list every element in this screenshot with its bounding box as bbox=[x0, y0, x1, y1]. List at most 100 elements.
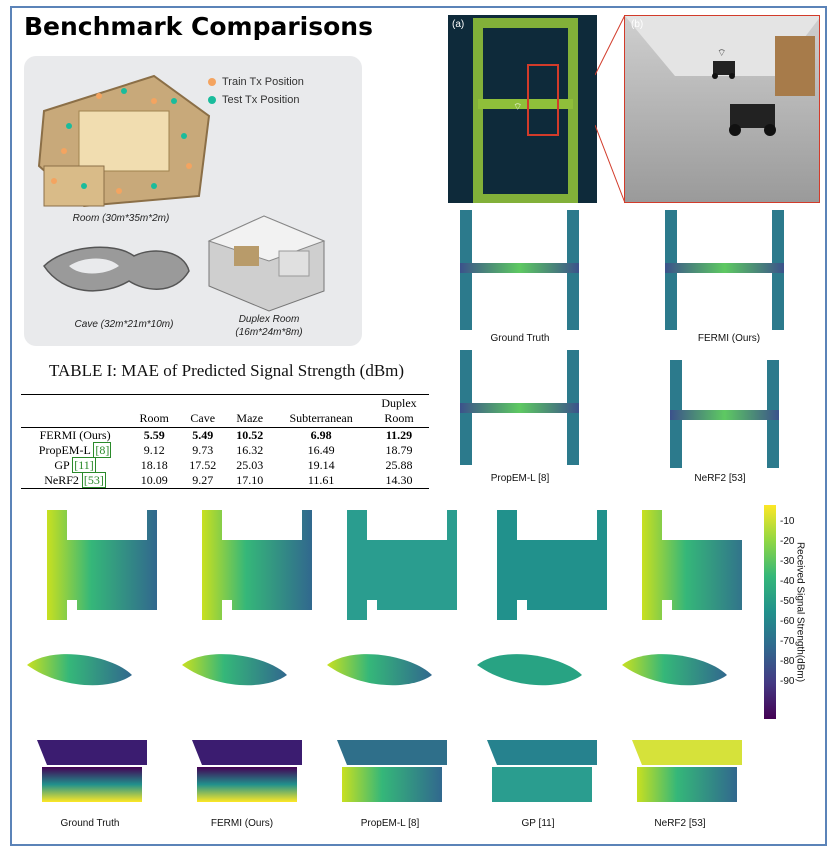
colorbar bbox=[764, 505, 776, 719]
table-row: PropEM-L [8] 9.12 9.73 16.32 16.49 18.79 bbox=[21, 442, 429, 458]
map-grid bbox=[460, 210, 784, 468]
header-cave: Cave bbox=[179, 394, 227, 428]
colorbar-tick: -90 bbox=[780, 676, 795, 687]
colorbar-tick: -30 bbox=[780, 556, 795, 567]
heatmap-column bbox=[477, 510, 607, 802]
colorbar-tick: -60 bbox=[780, 616, 795, 627]
citation-link[interactable]: [53] bbox=[81, 472, 106, 488]
table-row: FERMI (Ours) 5.59 5.49 10.52 6.98 11.29 bbox=[21, 428, 429, 444]
colorbar-label: Received Signal Strength(dBm) bbox=[794, 541, 806, 683]
value-cell: 9.27 bbox=[179, 473, 227, 489]
value-cell: 5.59 bbox=[143, 428, 165, 442]
zoom-connector bbox=[595, 15, 625, 204]
legend-train: Train Tx Position bbox=[208, 76, 304, 88]
value-cell: 16.49 bbox=[307, 443, 335, 457]
robot-corridor-photo: ⌔ (b) bbox=[624, 15, 820, 203]
value-cell: 18.79 bbox=[385, 443, 413, 457]
figure-frame bbox=[10, 6, 827, 846]
header-room: Room bbox=[129, 394, 180, 428]
method-name: NeRF2 bbox=[44, 473, 79, 487]
value-cell: 14.30 bbox=[369, 473, 429, 489]
method-cell: NeRF2 [53] bbox=[21, 472, 130, 489]
value-cell: 10.52 bbox=[236, 428, 264, 442]
photo-b-label: (b) bbox=[631, 19, 644, 30]
heatmap-column bbox=[182, 510, 312, 802]
value-cell: 5.49 bbox=[192, 428, 214, 442]
header-empty bbox=[21, 394, 130, 428]
value-cell: 11.61 bbox=[273, 473, 369, 489]
value-cell: 9.73 bbox=[192, 443, 214, 457]
room-caption: Room (30m*35m*2m) bbox=[72, 213, 170, 224]
map-propem bbox=[460, 350, 579, 465]
table-row: GP [11] 18.18 17.52 25.03 19.14 25.88 bbox=[21, 457, 429, 473]
colorbar-tick: -40 bbox=[780, 576, 795, 587]
method-cell: FERMI (Ours) bbox=[21, 428, 129, 444]
colorbar-tick: -70 bbox=[780, 636, 795, 647]
heatmap-column bbox=[622, 510, 742, 802]
value-cell: 25.03 bbox=[236, 458, 264, 472]
value-cell: 10.09 bbox=[129, 473, 180, 489]
legend-train-label: Train Tx Position bbox=[222, 76, 304, 88]
value-cell: 6.98 bbox=[310, 428, 332, 442]
value-cell: 19.14 bbox=[307, 458, 335, 472]
svg-text:⌔: ⌔ bbox=[717, 48, 726, 59]
legend-test: Test Tx Position bbox=[208, 94, 299, 106]
method-name: PropEM-L bbox=[38, 443, 91, 457]
value-cell: 17.52 bbox=[189, 458, 217, 472]
value-cell: 18.18 bbox=[140, 458, 168, 472]
method-cell: PropEM-L [8] bbox=[21, 442, 129, 458]
duplex-model bbox=[207, 215, 326, 312]
table-caption: TABLE I: MAE of Predicted Signal Strengt… bbox=[48, 361, 405, 380]
page-title: Benchmark Comparisons bbox=[24, 12, 373, 41]
value-cell: 11.29 bbox=[385, 428, 413, 442]
method-name: FERMI (Ours) bbox=[39, 428, 111, 442]
duplex-caption-line1: Duplex Room bbox=[238, 314, 300, 325]
header-maze: Maze bbox=[226, 394, 274, 428]
map-label-fermi: FERMI (Ours) bbox=[697, 333, 761, 344]
colorbar-tick: -80 bbox=[780, 656, 795, 667]
bottom-label-nerf2: NeRF2 [53] bbox=[654, 818, 706, 829]
heatmap-grid bbox=[27, 510, 742, 802]
bottom-label-fermi: FERMI (Ours) bbox=[210, 818, 274, 829]
legend-test-label: Test Tx Position bbox=[222, 94, 300, 106]
map-label-propem: PropEM-L [8] bbox=[490, 473, 550, 484]
point-cloud-map: ⌔ bbox=[473, 18, 578, 203]
mae-table: Room Cave Maze Subterranean Duplex Room … bbox=[21, 394, 429, 489]
svg-text:⌔: ⌔ bbox=[513, 102, 522, 113]
value-cell: 25.88 bbox=[385, 458, 413, 472]
map-fermi bbox=[665, 210, 784, 330]
colorbar-tick: -10 bbox=[780, 516, 795, 527]
bottom-label-gp: GP [11] bbox=[521, 818, 555, 829]
value-cell: 16.32 bbox=[236, 443, 264, 457]
citation-link[interactable]: [11] bbox=[72, 457, 96, 473]
train-dot-icon bbox=[208, 78, 216, 87]
heatmap-column bbox=[327, 510, 457, 802]
method-cell: GP [11] bbox=[21, 457, 129, 473]
bottom-label-propem: PropEM-L [8] bbox=[360, 818, 420, 829]
map-label-nerf2: NeRF2 [53] bbox=[694, 473, 746, 484]
room-model bbox=[37, 74, 211, 208]
table-row: NeRF2 [53] 10.09 9.27 17.10 11.61 14.30 bbox=[21, 472, 429, 489]
value-cell: 17.10 bbox=[226, 473, 274, 489]
colorbar-tick: -20 bbox=[780, 536, 795, 547]
header-duplex-room: Duplex Room bbox=[369, 394, 429, 428]
point-cloud-photo: ⌔ (a) bbox=[448, 15, 597, 203]
cave-model bbox=[43, 246, 190, 292]
corridor-scene: ⌔ bbox=[625, 16, 819, 136]
photo-a-label: (a) bbox=[452, 19, 465, 30]
value-cell: 9.12 bbox=[143, 443, 165, 457]
duplex-caption-line2: (16m*24m*8m) bbox=[235, 327, 303, 338]
map-nerf2 bbox=[670, 360, 779, 468]
test-dot-icon bbox=[208, 96, 216, 105]
citation-link[interactable]: [8] bbox=[93, 442, 112, 458]
heatmap-column bbox=[27, 510, 157, 802]
map-label-ground-truth: Ground Truth bbox=[490, 333, 550, 344]
bottom-label-ground-truth: Ground Truth bbox=[60, 818, 120, 829]
method-name: GP bbox=[54, 458, 70, 472]
scene-illustrations bbox=[37, 74, 326, 312]
cave-caption: Cave (32m*21m*10m) bbox=[74, 319, 174, 330]
colorbar-tick: -50 bbox=[780, 596, 795, 607]
table-header-row: Room Cave Maze Subterranean Duplex Room bbox=[21, 394, 429, 428]
map-ground-truth bbox=[460, 210, 579, 330]
header-subterranean: Subterranean bbox=[273, 394, 369, 428]
